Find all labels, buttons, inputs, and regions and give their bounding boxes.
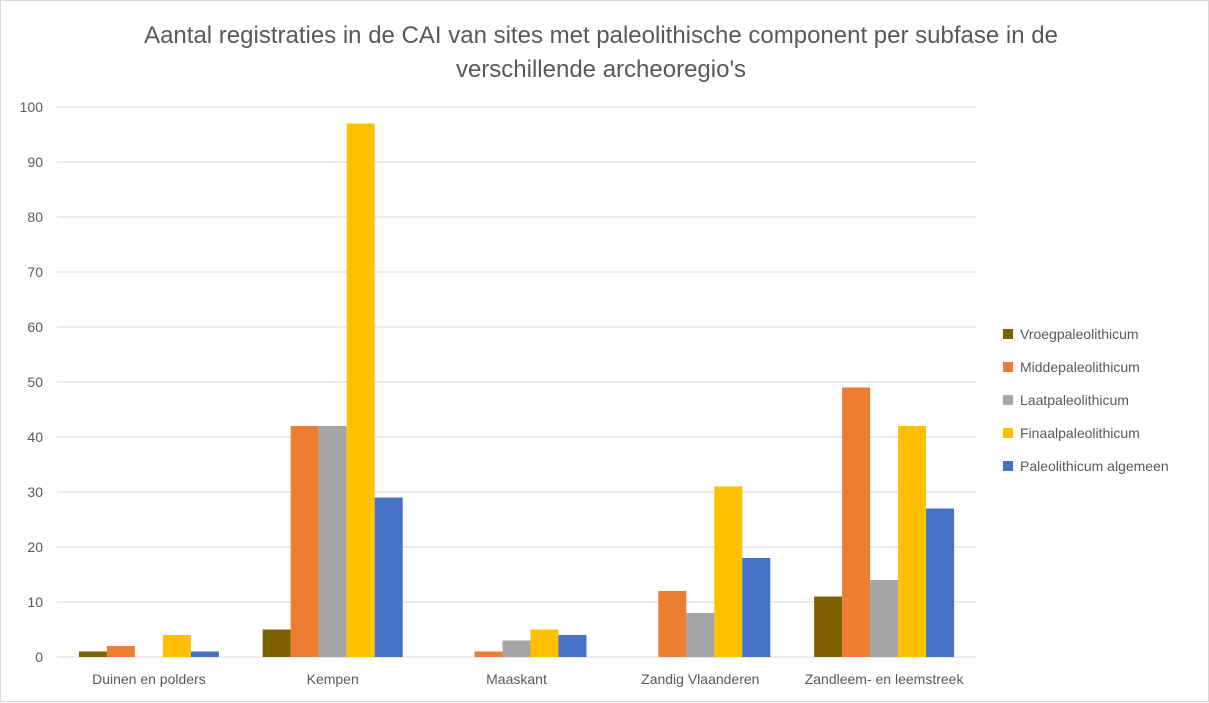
bar (374, 497, 403, 657)
x-tick-label: Maaskant (486, 671, 547, 687)
x-tick-label: Kempen (307, 671, 359, 687)
x-tick-label: Zandleem- en leemstreek (805, 671, 965, 687)
bar (686, 613, 715, 657)
legend-swatch (1003, 427, 1013, 438)
legend-label: Middepaleolithicum (1020, 358, 1140, 375)
bar (842, 387, 871, 657)
bar (474, 651, 503, 657)
bar (530, 629, 559, 657)
legend-swatch (1003, 361, 1013, 372)
legend-swatch (1003, 460, 1013, 471)
bar (558, 635, 587, 657)
y-tick-label: 30 (27, 484, 43, 500)
bar (926, 508, 955, 657)
legend-label: Paleolithicum algemeen (1020, 457, 1169, 474)
chart-title: Aantal registraties in de CAI van sites … (101, 19, 1101, 87)
legend-item: Finaalpaleolithicum (1003, 416, 1203, 449)
bar (318, 426, 347, 657)
y-tick-label: 20 (27, 539, 43, 555)
y-tick-label: 10 (27, 594, 43, 610)
y-tick-label: 50 (27, 374, 43, 390)
legend-swatch (1003, 328, 1013, 339)
bar (346, 123, 375, 657)
bar (870, 580, 899, 657)
legend-label: Finaalpaleolithicum (1020, 424, 1140, 441)
chart-title-line-2: verschillende archeoregio's (455, 56, 747, 83)
bar (290, 426, 319, 657)
legend-swatch (1003, 394, 1013, 405)
bar (262, 629, 291, 657)
bar (162, 635, 191, 657)
legend-label: Laatpaleolithicum (1020, 391, 1129, 408)
y-tick-label: 90 (27, 154, 43, 170)
bar (78, 651, 107, 657)
legend-item: Paleolithicum algemeen (1003, 449, 1203, 482)
bar (898, 426, 927, 657)
bar (502, 640, 531, 657)
y-tick-label: 60 (27, 319, 43, 335)
chart-title-line-1: Aantal registraties in de CAI van sites … (144, 22, 1058, 49)
legend-label: Vroegpaleolithicum (1020, 325, 1139, 342)
x-tick-label: Duinen en polders (92, 671, 206, 687)
legend-item: Vroegpaleolithicum (1003, 317, 1203, 350)
bar (106, 646, 135, 657)
y-tick-label: 40 (27, 429, 43, 445)
bar (190, 651, 219, 657)
y-tick-label: 80 (27, 209, 43, 225)
bar (742, 558, 771, 657)
y-tick-label: 100 (20, 99, 44, 115)
bar (814, 596, 843, 657)
bar (658, 591, 687, 657)
legend: Vroegpaleolithicum Middepaleolithicum Laat… (1003, 317, 1203, 482)
y-tick-label: 0 (35, 649, 43, 665)
y-tick-label: 70 (27, 264, 43, 280)
legend-item: Laatpaleolithicum (1003, 383, 1203, 416)
x-tick-label: Zandig Vlaanderen (641, 671, 759, 687)
legend-item: Middepaleolithicum (1003, 350, 1203, 383)
bar (714, 486, 743, 657)
